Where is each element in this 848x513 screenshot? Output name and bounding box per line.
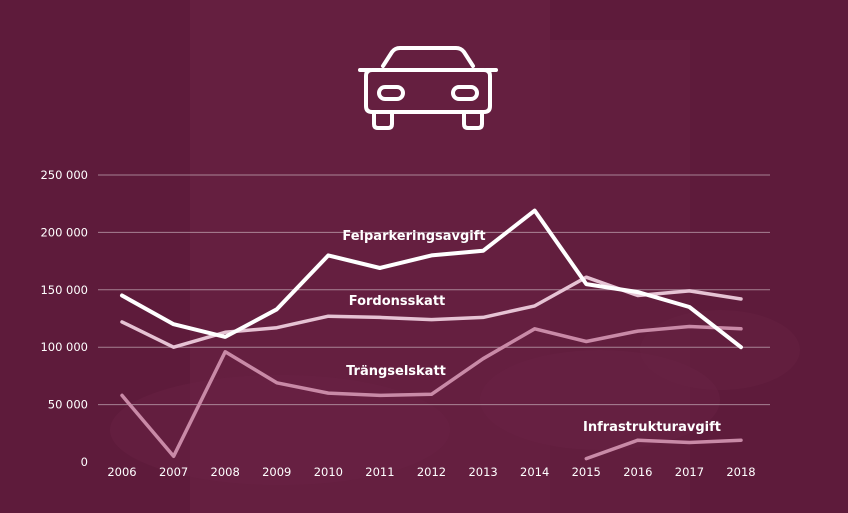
x-tick-label: 2014 (520, 465, 549, 479)
x-tick-label: 2007 (159, 465, 188, 479)
background-scene (110, 0, 800, 513)
trangselskatt-label: Trängselskatt (346, 364, 446, 379)
x-tick-label: 2017 (675, 465, 704, 479)
y-tick-label: 200 000 (40, 225, 88, 239)
x-tick-label: 2011 (365, 465, 394, 479)
y-tick-label: 50 000 (48, 398, 88, 412)
x-tick-label: 2012 (417, 465, 446, 479)
x-tick-label: 2016 (623, 465, 652, 479)
y-tick-label: 150 000 (40, 283, 88, 297)
x-tick-label: 2009 (262, 465, 291, 479)
x-tick-label: 2018 (726, 465, 755, 479)
y-tick-label: 100 000 (40, 340, 88, 354)
x-tick-label: 2015 (572, 465, 601, 479)
x-tick-label: 2010 (314, 465, 343, 479)
x-tick-label: 2008 (211, 465, 240, 479)
felparkeringsavgift-label: Felparkeringsavgift (342, 229, 485, 244)
x-tick-label: 2013 (468, 465, 497, 479)
fordonsskatt-label: Fordonsskatt (349, 294, 446, 309)
x-tick-label: 2006 (107, 465, 136, 479)
y-axis: 0 50 000 100 000 150 000 200 000 250 000 (40, 168, 88, 469)
y-tick-label: 250 000 (40, 168, 88, 182)
y-tick-label: 0 (81, 455, 88, 469)
infrastrukturavgift-label: Infrastrukturavgift (583, 420, 721, 435)
